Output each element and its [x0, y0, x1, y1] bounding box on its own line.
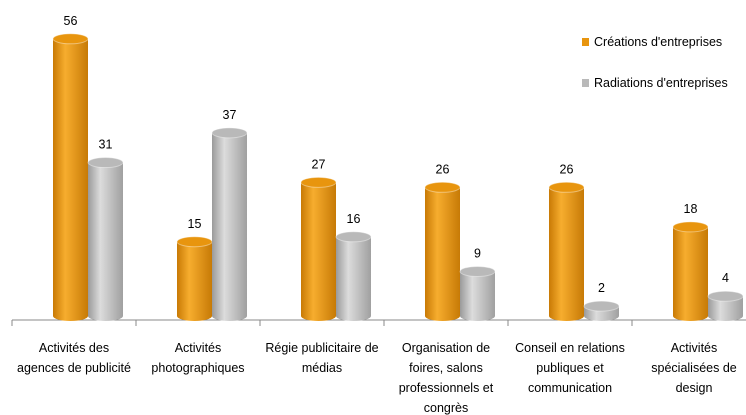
legend-label: Radiations d'entreprises — [594, 76, 728, 90]
x-tick-label: Activités des agences de publicité — [17, 341, 131, 375]
bar — [300, 176, 337, 321]
data-label: 37 — [223, 108, 237, 122]
bar — [672, 221, 709, 321]
x-tick-label: Organisation de foires, salons professio… — [398, 341, 494, 415]
bar-top — [211, 127, 248, 139]
data-label: 26 — [436, 162, 450, 176]
data-label: 2 — [598, 281, 605, 295]
data-label: 15 — [188, 217, 202, 231]
bar — [548, 181, 585, 321]
bar-top — [672, 221, 709, 233]
bar-body — [177, 241, 212, 316]
data-label: 18 — [684, 202, 698, 216]
data-label: 56 — [64, 14, 78, 28]
bar-top — [548, 181, 585, 193]
bar-top — [335, 231, 372, 243]
data-label: 31 — [99, 138, 113, 152]
bar-body — [673, 226, 708, 316]
legend-label: Créations d'entreprises — [594, 35, 722, 49]
bar-body — [336, 236, 371, 316]
bar — [52, 33, 89, 321]
bar-top — [300, 176, 337, 188]
bar-top — [583, 300, 620, 312]
data-label: 9 — [474, 246, 481, 260]
bar-top — [87, 157, 124, 169]
bar — [87, 157, 124, 321]
bar — [176, 236, 213, 321]
legend-swatch — [582, 79, 589, 87]
bar-body — [460, 271, 495, 316]
data-label: 26 — [560, 162, 574, 176]
bar-body — [301, 182, 336, 316]
bar-body — [425, 187, 460, 316]
bar-body — [88, 162, 123, 316]
x-tick-label: Activités spécialisées de design — [651, 341, 737, 395]
bar-top — [459, 265, 496, 277]
x-tick-label: Activités photographiques — [151, 341, 245, 375]
bar — [583, 300, 620, 321]
bar — [459, 265, 496, 321]
bar-body — [53, 38, 88, 317]
bar — [424, 181, 461, 321]
data-label: 4 — [722, 271, 729, 285]
bar-body — [549, 187, 584, 316]
bar-body — [708, 296, 743, 316]
legend-swatch — [582, 38, 589, 46]
x-tick-label: Régie publicitaire de médias — [265, 341, 379, 375]
bar-top — [424, 181, 461, 193]
bar-body — [212, 132, 247, 316]
x-tick-label: Conseil en relations publiques et commun… — [515, 341, 625, 395]
data-label: 27 — [312, 157, 326, 171]
bar-top — [52, 33, 89, 45]
bar — [335, 231, 372, 321]
bar-top — [707, 290, 744, 302]
bar-top — [176, 236, 213, 248]
data-label: 16 — [347, 212, 361, 226]
bar — [211, 127, 248, 321]
bar — [707, 290, 744, 321]
